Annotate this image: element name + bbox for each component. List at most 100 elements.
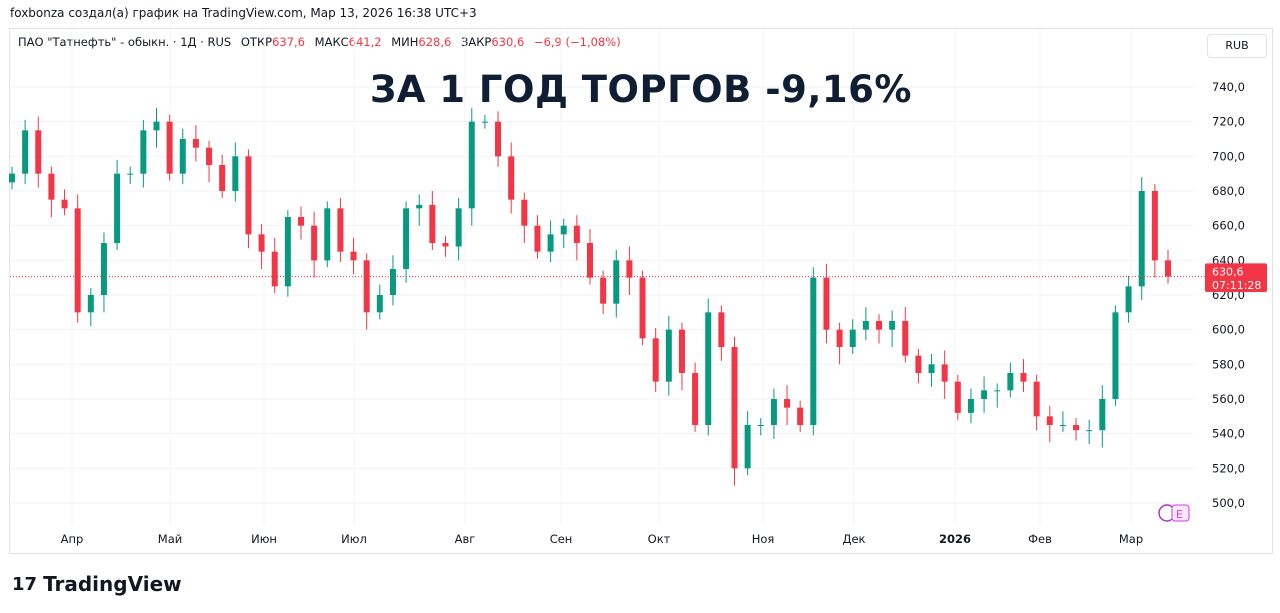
logo-text: TradingView bbox=[43, 572, 182, 596]
candle bbox=[429, 204, 436, 243]
candle bbox=[600, 277, 607, 304]
candle bbox=[284, 217, 291, 287]
candle bbox=[481, 121, 488, 123]
candle bbox=[954, 381, 961, 413]
x-tick-label: Фев bbox=[1028, 532, 1052, 546]
candle bbox=[140, 130, 147, 174]
candle bbox=[1020, 373, 1027, 382]
candle bbox=[849, 329, 856, 347]
candle bbox=[192, 139, 199, 148]
symbol-name[interactable]: ПАО "Татнефть" - обыкн. · 1Д · RUS bbox=[18, 35, 232, 49]
tv-logo-icon: 17 bbox=[12, 573, 38, 595]
close-value: 630,6 bbox=[491, 35, 525, 49]
x-tick-label: Авг bbox=[455, 532, 476, 546]
y-tick-label: 740,0 bbox=[1212, 80, 1245, 94]
candle bbox=[219, 165, 226, 191]
symbol-legend: ПАО "Татнефть" - обыкн. · 1Д · RUS ОТКР6… bbox=[18, 35, 621, 49]
candle bbox=[967, 399, 974, 413]
y-tick-label: 720,0 bbox=[1212, 115, 1245, 129]
candle bbox=[678, 329, 685, 373]
candle bbox=[560, 225, 567, 235]
candle bbox=[626, 260, 633, 278]
currency-button[interactable]: RUB bbox=[1207, 34, 1267, 58]
open-value: 637,6 bbox=[272, 35, 305, 49]
candle bbox=[337, 208, 344, 252]
candle bbox=[718, 312, 725, 347]
candle bbox=[1059, 425, 1066, 426]
candle bbox=[547, 234, 554, 252]
candle bbox=[1086, 430, 1093, 432]
candle bbox=[744, 425, 751, 469]
candle bbox=[587, 243, 593, 278]
candle bbox=[1151, 191, 1158, 261]
candle bbox=[508, 156, 515, 200]
x-tick-label: Дек bbox=[842, 532, 865, 546]
candle bbox=[455, 208, 462, 247]
y-tick-label: 660,0 bbox=[1212, 219, 1245, 233]
tradingview-logo[interactable]: 17 TradingView bbox=[12, 572, 182, 596]
candle bbox=[1007, 373, 1014, 391]
candle bbox=[389, 269, 396, 295]
x-tick-label: Мар bbox=[1119, 532, 1143, 546]
high-label: МАКС bbox=[314, 35, 349, 49]
x-tick-label: Май bbox=[158, 532, 182, 546]
candle bbox=[521, 199, 528, 226]
x-tick-label: Июл bbox=[341, 532, 367, 546]
x-tick-label: 2026 bbox=[939, 532, 971, 546]
low-label: МИН bbox=[391, 35, 419, 49]
candle bbox=[915, 355, 922, 373]
y-tick-label: 540,0 bbox=[1212, 427, 1245, 441]
earnings-icon bbox=[1171, 504, 1190, 522]
last-price-label: 630,6 bbox=[1212, 265, 1244, 278]
candle bbox=[245, 156, 252, 235]
candle bbox=[994, 390, 1001, 392]
candle bbox=[350, 251, 357, 261]
y-tick-label: 560,0 bbox=[1212, 392, 1245, 406]
countdown-label: 07:11:28 bbox=[1212, 279, 1261, 292]
candle bbox=[1073, 425, 1080, 431]
candle bbox=[442, 243, 449, 247]
candle bbox=[127, 173, 134, 175]
candle bbox=[74, 208, 81, 313]
x-tick-label: Сен bbox=[550, 532, 573, 546]
candle bbox=[403, 208, 410, 269]
chart-credit: foxbonza создал(а) график на TradingView… bbox=[10, 6, 477, 20]
candle bbox=[876, 321, 882, 330]
last-price-badge bbox=[1205, 263, 1267, 292]
earnings-letter: E bbox=[1176, 508, 1183, 521]
candle bbox=[981, 390, 988, 399]
candle bbox=[298, 217, 304, 226]
candle bbox=[1138, 191, 1145, 287]
candle bbox=[100, 243, 107, 295]
candle bbox=[836, 329, 843, 347]
change-value: −6,9 (−1,08%) bbox=[533, 35, 621, 49]
candle bbox=[534, 225, 541, 252]
candle bbox=[573, 225, 580, 243]
candle bbox=[324, 208, 331, 261]
x-tick-label: Окт bbox=[648, 532, 671, 546]
x-tick-label: Апр bbox=[61, 532, 84, 546]
candle bbox=[1046, 416, 1053, 425]
candle bbox=[468, 121, 475, 209]
candle bbox=[731, 347, 738, 469]
candle bbox=[363, 260, 370, 313]
y-tick-label: 580,0 bbox=[1212, 357, 1245, 371]
candle bbox=[1033, 381, 1040, 417]
candle bbox=[153, 121, 160, 131]
candle bbox=[692, 373, 699, 425]
candle bbox=[1112, 312, 1119, 399]
close-label: ЗАКР bbox=[461, 35, 492, 49]
candle bbox=[206, 147, 213, 165]
candle bbox=[889, 321, 896, 330]
candle bbox=[35, 130, 42, 174]
candle bbox=[258, 234, 265, 252]
candle bbox=[311, 225, 318, 261]
candle bbox=[495, 121, 502, 157]
candle bbox=[61, 199, 68, 209]
overlay-title: ЗА 1 ГОД ТОРГОВ -9,16% bbox=[370, 68, 912, 111]
candle bbox=[784, 399, 791, 408]
y-tick-label: 680,0 bbox=[1212, 184, 1245, 198]
candle bbox=[797, 407, 804, 425]
candle bbox=[87, 295, 94, 313]
